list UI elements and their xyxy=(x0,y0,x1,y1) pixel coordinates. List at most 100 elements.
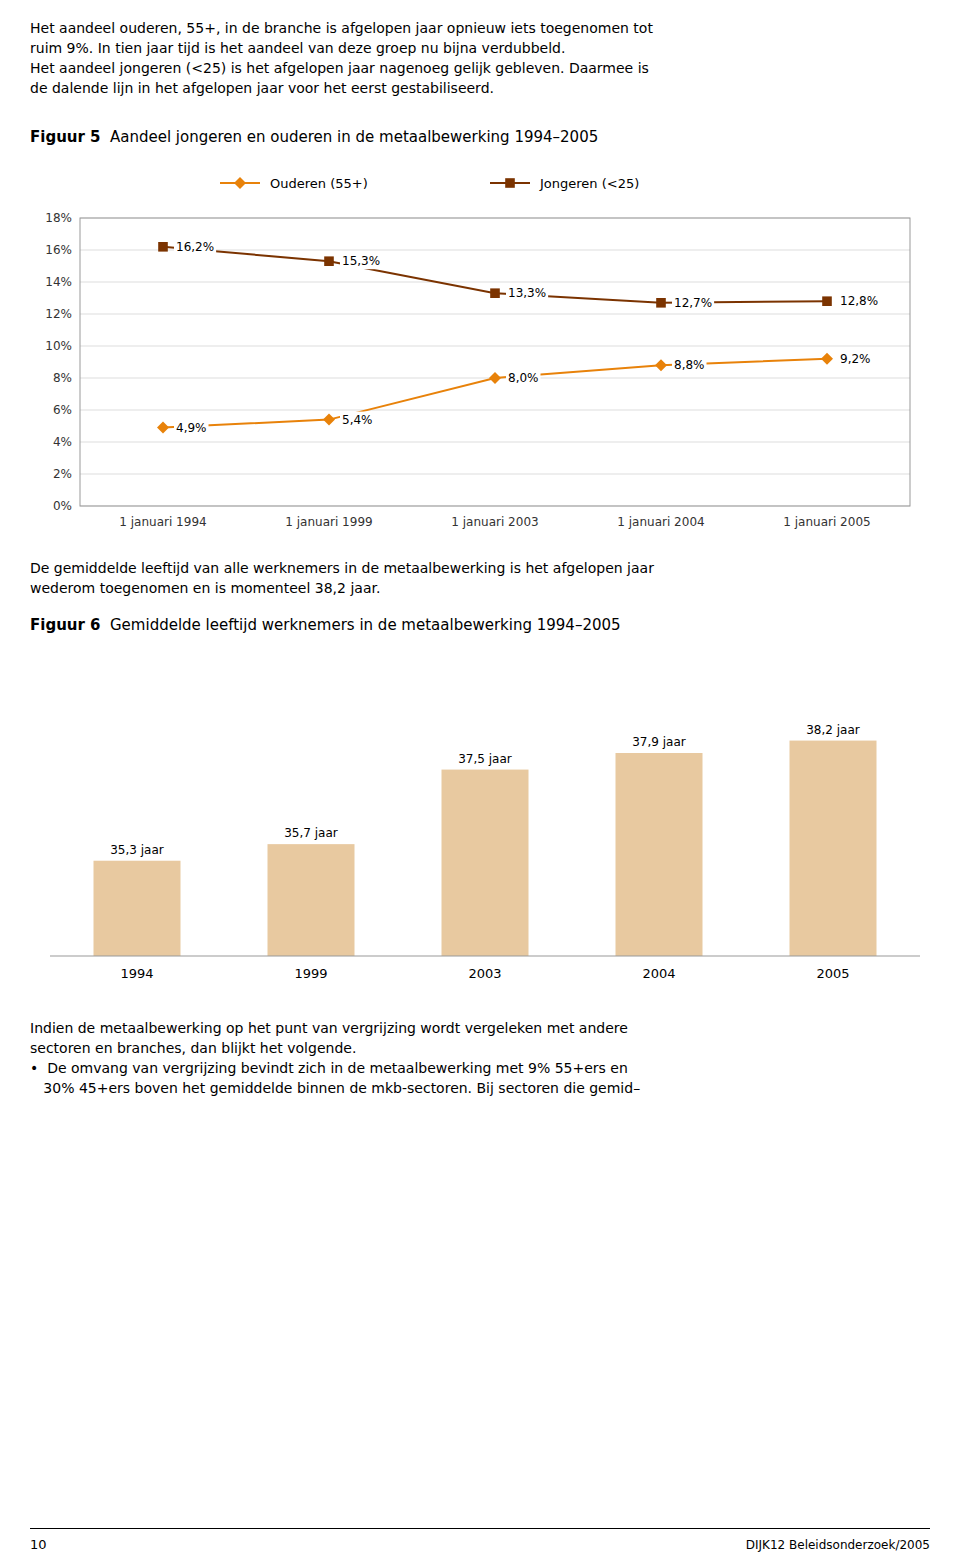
legend-item: Ouderen (55+) xyxy=(220,176,368,191)
text-line: 30% 45+ers boven het gemiddelde binnen d… xyxy=(30,1078,930,1098)
bottom-text: Indien de metaalbewerking op het punt va… xyxy=(30,1018,930,1098)
data-label-group: 5,4% xyxy=(340,412,375,428)
bar xyxy=(790,741,877,956)
y-tick-label: 16% xyxy=(45,243,72,257)
plot-frame xyxy=(80,218,910,506)
x-tick-label: 1 januari 2003 xyxy=(451,515,538,529)
data-point xyxy=(158,242,168,252)
label-background xyxy=(838,351,873,367)
intro-text: Het aandeel ouderen, 55+, in de branche … xyxy=(30,18,930,98)
label-background xyxy=(506,285,548,301)
figure-label: Figuur 6 xyxy=(30,616,110,634)
x-axis-line xyxy=(50,956,920,957)
data-point xyxy=(324,256,334,266)
data-label: 38,2 jaar xyxy=(806,723,860,737)
text-line: Het aandeel jongeren (<25) is het afgelo… xyxy=(30,58,930,78)
x-tick-label: 2005 xyxy=(816,966,849,981)
series-line xyxy=(163,359,827,428)
data-label: 15,3% xyxy=(342,254,380,268)
text-line: Het aandeel ouderen, 55+, in de branche … xyxy=(30,18,930,38)
data-label: 8,8% xyxy=(674,358,705,372)
data-label: 13,3% xyxy=(508,286,546,300)
figure-title: Figuur 6Gemiddelde leeftijd werknemers i… xyxy=(30,616,930,634)
label-background xyxy=(506,370,541,386)
line-chart: 0% 2% 4% 6% 8% 10% 12% 14% 16% 18% 1 januari 1994 1… xyxy=(30,206,930,546)
y-tick-label: 2% xyxy=(53,467,72,481)
bar xyxy=(616,753,703,956)
text-line: de dalende lijn in het afgelopen jaar vo… xyxy=(30,78,930,98)
y-tick-label: 10% xyxy=(45,339,72,353)
text-line: wederom toegenomen en is momenteel 38,2 … xyxy=(30,578,930,598)
data-point xyxy=(490,288,500,298)
data-point xyxy=(821,353,833,365)
y-tick-label: 18% xyxy=(45,211,72,225)
marks xyxy=(94,741,877,956)
x-tick-label: 2004 xyxy=(642,966,675,981)
data-label: 35,3 jaar xyxy=(110,843,164,857)
label-background xyxy=(838,293,880,309)
y-tick-label: 8% xyxy=(53,371,72,385)
grid-line xyxy=(80,346,910,347)
grid-line xyxy=(80,410,910,411)
grid-line xyxy=(80,442,910,443)
data-label-group: 16,2% xyxy=(174,239,216,255)
grid-line xyxy=(80,282,910,283)
data-label: 37,9 jaar xyxy=(632,735,686,749)
label-background xyxy=(174,420,209,436)
data-label-group: 4,9% xyxy=(174,420,209,436)
data-label: 35,7 jaar xyxy=(284,826,338,840)
data-point xyxy=(157,422,169,434)
y-tick-label: 0% xyxy=(53,499,72,513)
data-point xyxy=(655,359,667,371)
bar xyxy=(268,844,355,956)
footer: 10DIJK12 Beleidsonderzoek/2005 xyxy=(30,1528,930,1561)
x-tick-label: 1 januari 2005 xyxy=(783,515,870,529)
x-tick-label: 1 januari 1999 xyxy=(285,515,372,529)
x-tick-label: 1 januari 1994 xyxy=(119,515,206,529)
x-tick-label: 1994 xyxy=(120,966,153,981)
grid-line xyxy=(80,314,910,315)
bar xyxy=(94,861,181,956)
data-label: 12,7% xyxy=(674,296,712,310)
data-label-group: 12,8% xyxy=(838,293,880,309)
data-label: 12,8% xyxy=(840,294,878,308)
legend-item: Jongeren (<25) xyxy=(490,176,639,191)
data-label-group: 12,7% xyxy=(672,295,714,311)
y-tick-label: 12% xyxy=(45,307,72,321)
y-tick-label: 6% xyxy=(53,403,72,417)
footer-right: DIJK12 Beleidsonderzoek/2005 xyxy=(746,1538,930,1552)
label-background xyxy=(174,239,216,255)
data-point xyxy=(656,298,666,308)
series-line xyxy=(163,247,827,303)
x-tick-label: 1 januari 2004 xyxy=(617,515,704,529)
data-label: 8,0% xyxy=(508,371,539,385)
legend-label: Ouderen (55+) xyxy=(270,176,368,191)
data-label: 9,2% xyxy=(840,352,871,366)
data-label-group: 9,2% xyxy=(838,351,873,367)
y-tick-label: 4% xyxy=(53,435,72,449)
grid-line xyxy=(80,474,910,475)
label-background xyxy=(340,253,382,269)
legend-marker xyxy=(234,177,246,189)
bar xyxy=(442,770,529,956)
label-background xyxy=(672,295,714,311)
text-line: Indien de metaalbewerking op het punt va… xyxy=(30,1018,930,1038)
text-line: • De omvang van vergrijzing bevindt zich… xyxy=(30,1058,930,1078)
text-line: ruim 9%. In tien jaar tijd is het aandee… xyxy=(30,38,930,58)
label-background xyxy=(672,357,707,373)
y-tick-label: 14% xyxy=(45,275,72,289)
legend-label: Jongeren (<25) xyxy=(539,176,639,191)
data-label-group: 15,3% xyxy=(340,253,382,269)
line-chart-box: 0% 2% 4% 6% 8% 10% 12% 14% 16% 18% 1 januari 1994 1… xyxy=(30,206,930,550)
text-line: De gemiddelde leeftijd van alle werkneme… xyxy=(30,558,930,578)
legend-marker xyxy=(505,178,515,188)
bar-chart: 1994199920032004200535,3 jaar35,7 jaar37… xyxy=(30,656,930,996)
bar-chart-box: 1994199920032004200535,3 jaar35,7 jaar37… xyxy=(30,656,930,1000)
title: Aandeel jongeren en ouderen in de metaal… xyxy=(110,128,598,146)
figure-title: Figuur 5Aandeel jongeren en ouderen in d… xyxy=(30,128,930,146)
data-point xyxy=(489,372,501,384)
data-label: 4,9% xyxy=(176,421,207,435)
data-point xyxy=(822,296,832,306)
legend-box: Ouderen (55+) Jongeren (<25) xyxy=(30,170,930,200)
data-label: 37,5 jaar xyxy=(458,752,512,766)
